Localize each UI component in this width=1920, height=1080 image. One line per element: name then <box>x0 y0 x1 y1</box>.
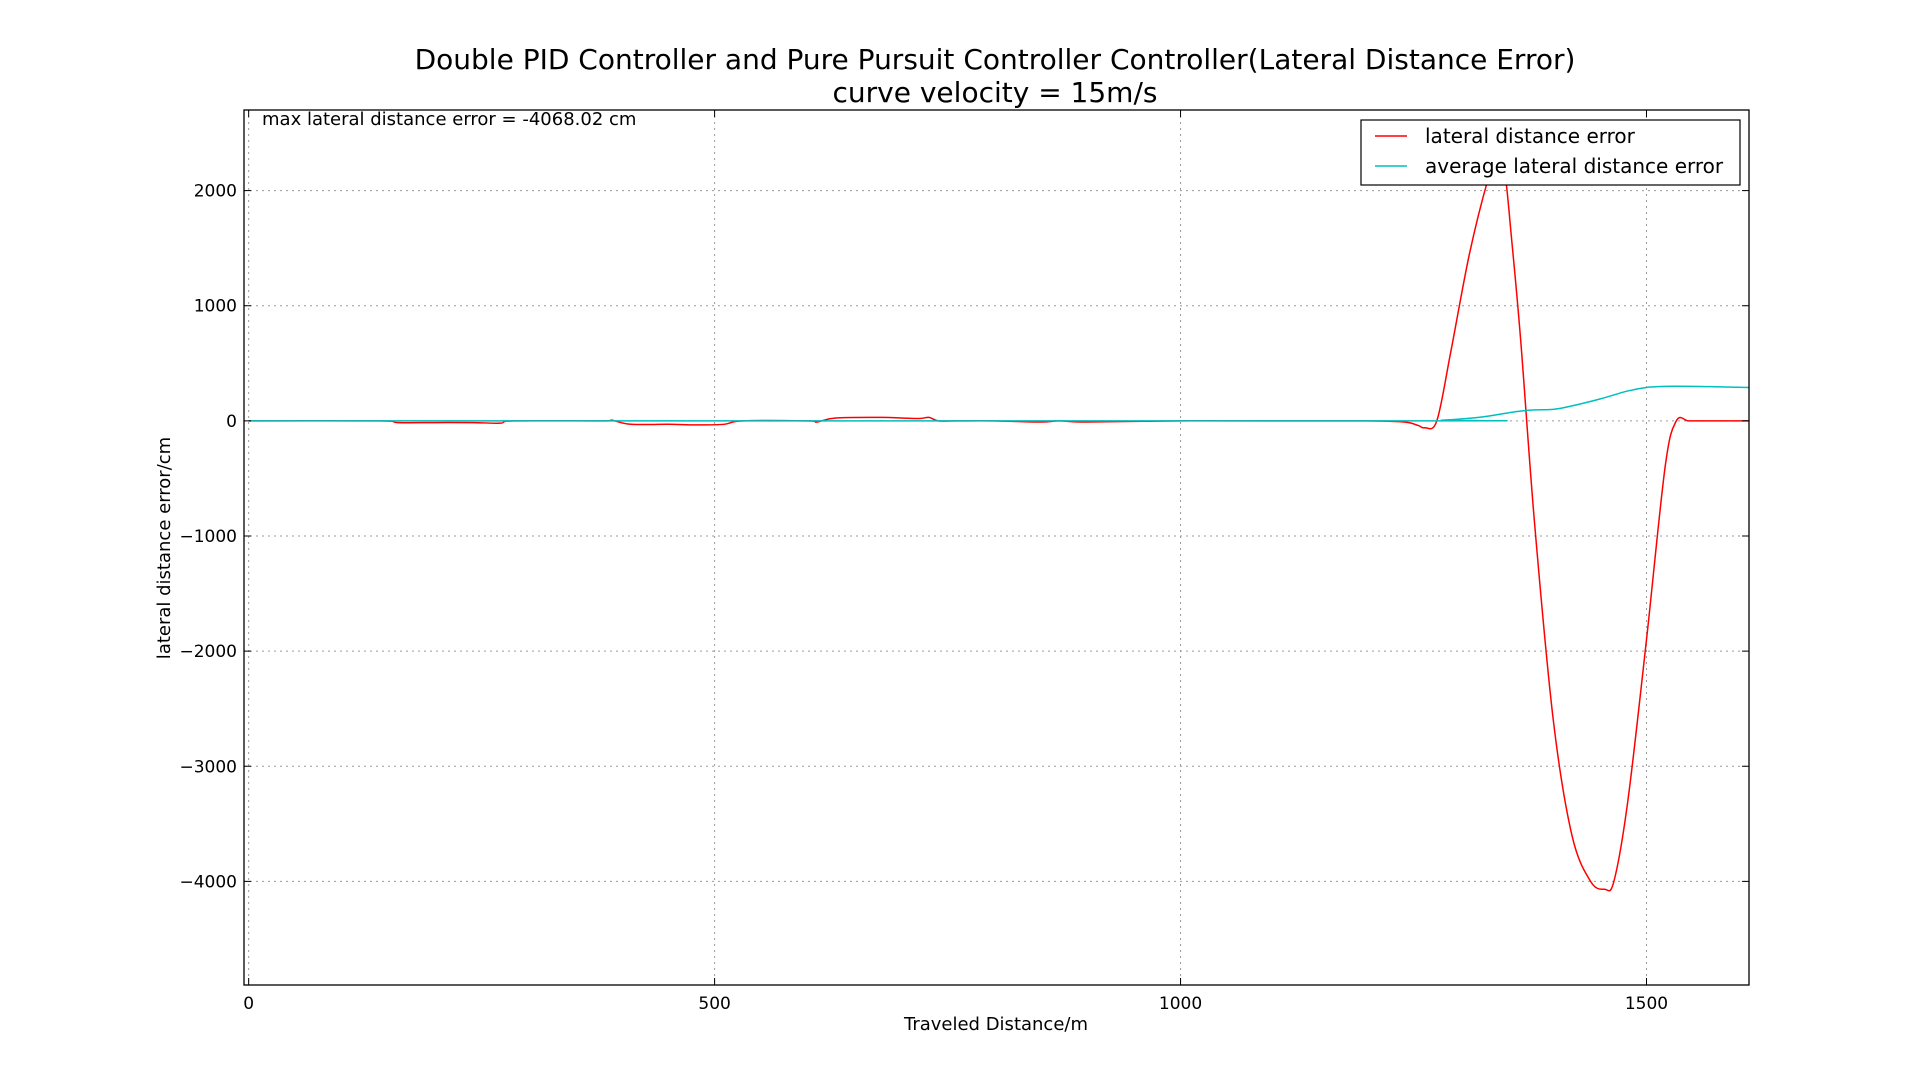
series-line-lateral-error <box>248 155 1749 892</box>
axes-frame <box>243 109 1750 986</box>
legend-label-lateral-error: lateral distance error <box>1425 124 1636 148</box>
legend-box <box>1360 119 1741 186</box>
chart-subtitle: curve velocity = 15m/s <box>833 76 1158 109</box>
x-tick-label: 1000 <box>1159 994 1202 1014</box>
y-tick-label: 1000 <box>194 297 237 317</box>
chart-title: Double PID Controller and Pure Pursuit C… <box>415 43 1576 76</box>
y-axis-label: lateral distance error/cm <box>154 437 175 659</box>
y-tick-label: −4000 <box>179 872 237 892</box>
grid <box>244 110 1749 985</box>
max-error-annotation: max lateral distance error = -4068.02 cm <box>262 109 636 130</box>
x-tick-label: 1500 <box>1625 994 1668 1014</box>
y-tick-label: −2000 <box>179 642 237 662</box>
legend-label-average-error: average lateral distance error <box>1425 154 1724 178</box>
x-axis-label: Traveled Distance/m <box>903 1014 1088 1035</box>
plot-area <box>248 155 1749 892</box>
ticks: 0 500 1000 1500 2000 1000 0 −1000 −2000 −3000 −400… <box>179 110 1749 1014</box>
y-tick-label: −3000 <box>179 757 237 777</box>
y-tick-label: −1000 <box>179 527 237 547</box>
legend: lateral distance error average lateral d… <box>1360 119 1741 186</box>
x-tick-label: 0 <box>243 994 254 1014</box>
y-tick-label: 2000 <box>194 182 237 202</box>
x-tick-label: 500 <box>698 994 730 1014</box>
y-tick-label: 0 <box>226 412 237 432</box>
series-line-average-error <box>248 385 1749 422</box>
